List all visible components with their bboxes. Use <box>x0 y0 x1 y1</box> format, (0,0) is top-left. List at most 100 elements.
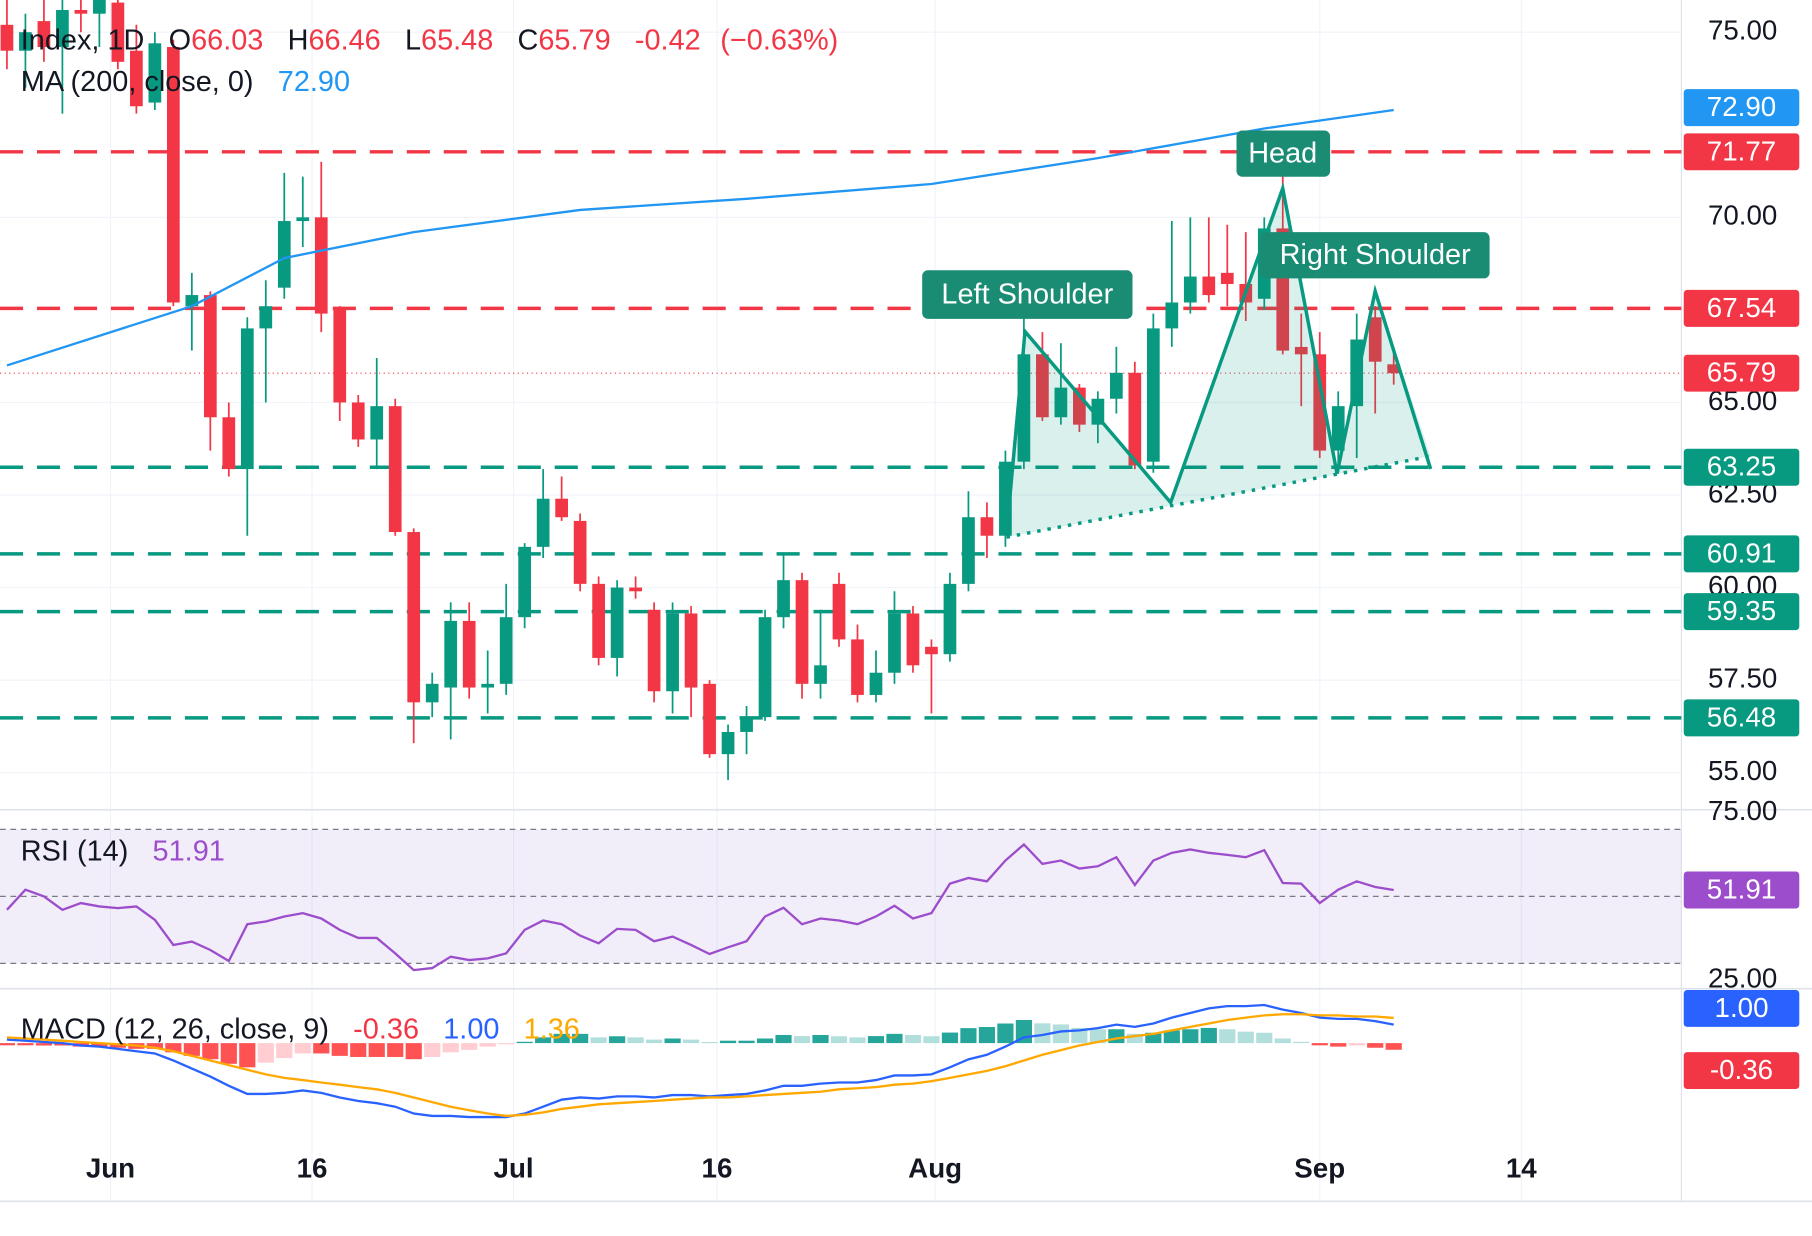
x-tick-label: Aug <box>908 1152 962 1183</box>
histogram-bar <box>923 1036 940 1044</box>
candle-body <box>444 620 458 688</box>
histogram-bar <box>1348 1043 1365 1046</box>
histogram-bar <box>1163 1030 1180 1044</box>
label-box <box>1259 232 1490 279</box>
candle-body <box>1294 346 1308 355</box>
candle-body <box>1368 317 1382 362</box>
histogram-bar <box>1330 1043 1347 1047</box>
histogram-bar <box>146 1043 163 1049</box>
histogram-bar <box>165 1043 182 1053</box>
axes: Jun 16 Jul 16 Aug Sep 1475.0070.0065.0062.5060… <box>86 15 1800 1183</box>
frame <box>0 0 1681 1</box>
histogram-bar <box>830 1036 848 1044</box>
annotation: Right Shoulder <box>1280 239 1471 271</box>
pattern-line <box>1004 181 1433 534</box>
ohlc-value: 65.48 <box>421 24 493 56</box>
candle-body <box>74 9 88 14</box>
candle-body <box>980 517 994 536</box>
histogram-bar <box>461 1043 478 1050</box>
histogram-bar <box>1182 1029 1199 1044</box>
ohlc-letter: C <box>518 24 539 56</box>
level-badge: 63.25 <box>1707 451 1776 482</box>
ma-header: MA (200, close, 0) 72.90 <box>21 66 350 98</box>
level-badge: 60.91 <box>1707 537 1776 568</box>
histogram-bar <box>276 1043 293 1059</box>
candle-body <box>296 217 310 222</box>
level-badge-bg <box>1683 133 1800 171</box>
histogram-bar <box>1089 1029 1106 1044</box>
histogram-bar <box>553 1033 570 1044</box>
histogram-bar <box>682 1039 700 1044</box>
histogram-bar <box>664 1038 681 1044</box>
histogram-bar <box>516 1041 533 1044</box>
hist-badge: -0.36 <box>1710 1054 1773 1085</box>
price-pane <box>0 0 1682 781</box>
level-badge-bg <box>1683 289 1800 327</box>
x-tick-label: 16 <box>702 1152 733 1183</box>
histogram-bar <box>0 1043 16 1046</box>
histogram-bar <box>387 1043 404 1057</box>
grid <box>0 0 1812 1203</box>
x-tick-label: Jun <box>86 1152 135 1183</box>
candle-body <box>370 406 384 440</box>
histogram-bar <box>738 1040 755 1044</box>
candle-body <box>37 21 51 48</box>
candle-body <box>203 295 217 418</box>
candle-body <box>388 406 402 533</box>
hist-badge-bg <box>1683 1052 1800 1090</box>
level-badge-bg <box>1683 593 1800 631</box>
candle-body <box>1054 387 1068 418</box>
candle-body <box>1202 276 1216 296</box>
candle-body <box>925 646 938 655</box>
histogram-bar <box>1293 1041 1310 1044</box>
candle-body <box>0 24 14 51</box>
histogram-bar <box>424 1043 441 1057</box>
pattern-fill <box>1006 188 1431 538</box>
histogram-bar <box>350 1043 367 1057</box>
histogram-bar <box>405 1043 422 1060</box>
price-badge-bg <box>1683 354 1800 392</box>
x-tick-label: Sep <box>1294 1152 1345 1183</box>
histogram-bar <box>719 1040 737 1044</box>
histogram-bar <box>627 1037 644 1044</box>
candle-body <box>351 402 365 440</box>
signal-line <box>6 1013 1394 1118</box>
histogram-bar <box>1052 1024 1069 1044</box>
histogram-bar <box>294 1043 311 1054</box>
candle-body <box>111 2 125 62</box>
annotation: Head <box>1248 137 1317 169</box>
histogram-bar <box>867 1036 885 1044</box>
label-box <box>922 270 1133 319</box>
histogram-bar <box>442 1043 459 1053</box>
candle-body <box>1313 354 1327 451</box>
hist-value: -0.36 <box>353 1013 419 1045</box>
candle-body <box>1220 272 1234 284</box>
level-badge: 59.35 <box>1707 595 1776 626</box>
y-tick-label: 57.50 <box>1708 662 1777 693</box>
histogram-bar <box>1385 1043 1402 1050</box>
ohlc-letter: O <box>169 24 191 56</box>
ohlc-letter: L <box>405 24 421 56</box>
x-tick-label: Jul <box>494 1152 534 1183</box>
candle-body <box>314 217 328 314</box>
y-tick-label: 75.00 <box>1708 15 1777 46</box>
candle-body <box>93 0 106 14</box>
candle-body <box>703 683 716 755</box>
macd-name: MACD (12, 26, close, 9) <box>21 1013 329 1045</box>
candle-body <box>1331 406 1345 451</box>
x-tick-label: 16 <box>297 1152 328 1183</box>
indicator-panes <box>0 828 1682 1119</box>
histogram-bar <box>368 1043 385 1057</box>
ma-badge-bg <box>1683 89 1800 127</box>
histogram-bar <box>1145 1032 1162 1044</box>
candle-body <box>333 309 347 403</box>
candle-body <box>906 613 920 666</box>
candle-body <box>962 517 975 584</box>
histogram-bar <box>1256 1032 1273 1044</box>
candle-body <box>536 498 550 547</box>
histogram-bar <box>109 1043 126 1048</box>
y-tick-label: 55.00 <box>1708 755 1777 786</box>
symbol: Index, 1D <box>21 24 145 56</box>
candle-body <box>1109 372 1123 399</box>
candle-body <box>1387 364 1401 374</box>
